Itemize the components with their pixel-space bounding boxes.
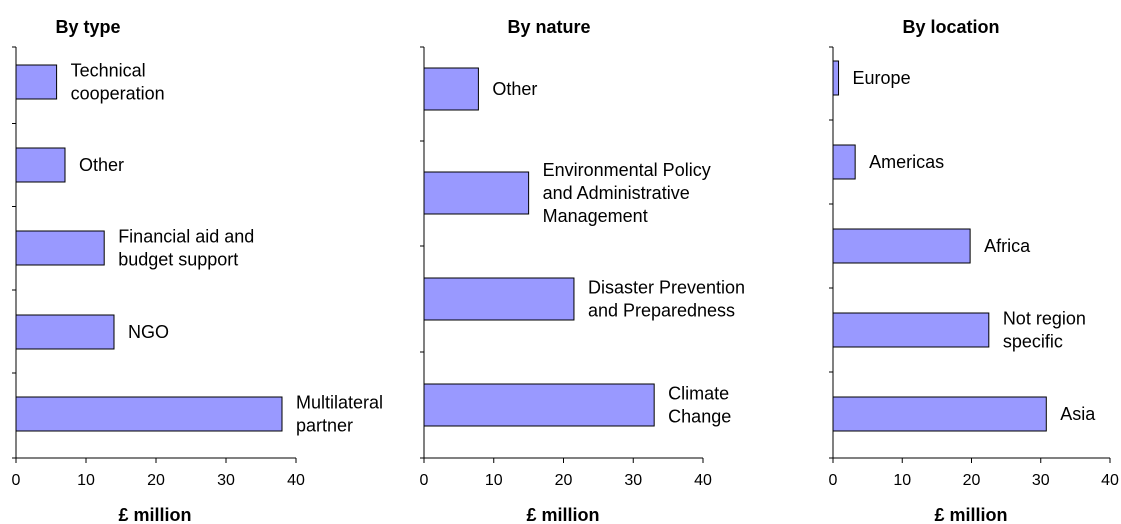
bar-label: NGO <box>128 322 169 342</box>
x-tick-label: 0 <box>12 472 21 489</box>
panel-title: By nature <box>507 17 590 37</box>
bar <box>15 147 66 183</box>
bar-label-line: and Preparedness <box>588 301 735 321</box>
bar <box>832 60 840 96</box>
x-tick-label: 30 <box>1032 472 1050 489</box>
bar <box>15 230 105 266</box>
x-axis-title: £ million <box>118 505 191 524</box>
bar-label-line: budget support <box>118 250 238 270</box>
bar-label-line: Americas <box>869 152 944 172</box>
panel-by-nature: By nature £ million 0 10 20 30 40 Other Enviro… <box>420 17 745 524</box>
bar-label: Multilateral partner <box>296 393 383 436</box>
x-axis-title: £ million <box>934 505 1007 524</box>
bar <box>832 396 1047 432</box>
bar-label: Europe <box>853 68 911 88</box>
bar-label: Environmental Policy and Administrative Ma… <box>543 160 711 226</box>
bar <box>15 314 115 350</box>
bar-label-line: Technical <box>71 61 146 81</box>
bar-label-line: Other <box>492 79 537 99</box>
bar-label-line: Africa <box>984 236 1031 256</box>
x-tick-label: 40 <box>1101 472 1119 489</box>
bar <box>423 171 530 215</box>
bar-label: Other <box>492 79 537 99</box>
panel-title: By type <box>55 17 120 37</box>
bar <box>15 396 283 432</box>
bar <box>423 383 655 427</box>
bar-label-line: partner <box>296 416 353 436</box>
bar-label: Other <box>79 155 124 175</box>
bar-label: Africa <box>984 236 1031 256</box>
x-tick-label: 20 <box>555 472 573 489</box>
bar-label: Disaster Prevention and Preparedness <box>588 278 745 321</box>
x-tick-label: 10 <box>77 472 95 489</box>
bar-label-line: specific <box>1003 332 1063 352</box>
bar-label-line: NGO <box>128 322 169 342</box>
bar <box>832 144 856 180</box>
bar-label-line: Management <box>543 206 648 226</box>
bar-label: Climate Change <box>668 384 731 427</box>
bar-label-line: Not region <box>1003 309 1086 329</box>
bar-label-line: Disaster Prevention <box>588 278 745 298</box>
bar-label-line: Environmental Policy <box>543 160 711 180</box>
x-tick-label: 40 <box>694 472 712 489</box>
bar-label-line: Change <box>668 407 731 427</box>
bar <box>423 277 575 321</box>
bar <box>832 228 971 264</box>
bar <box>15 64 58 100</box>
panel-by-type: By type £ million 0 10 20 30 40 Technical coop… <box>12 17 383 524</box>
bar-label-line: Asia <box>1060 404 1096 424</box>
bar-label: Asia <box>1060 404 1096 424</box>
bar-label-line: Climate <box>668 384 729 404</box>
bar <box>832 312 990 348</box>
x-tick-label: 0 <box>829 472 838 489</box>
x-tick-label: 20 <box>963 472 981 489</box>
bar-label: Not region specific <box>1003 309 1086 352</box>
bar-label: Financial aid and budget support <box>118 227 254 270</box>
bar-label-line: cooperation <box>71 84 165 104</box>
x-tick-label: 30 <box>624 472 642 489</box>
bar-label-line: Other <box>79 155 124 175</box>
x-tick-label: 40 <box>287 472 305 489</box>
panel-title: By location <box>902 17 999 37</box>
bar-label-line: and Administrative <box>543 183 690 203</box>
bar-label-line: Financial aid and <box>118 227 254 247</box>
bar <box>423 67 479 111</box>
x-axis-title: £ million <box>526 505 599 524</box>
bar-label-line: Multilateral <box>296 393 383 413</box>
panel-by-location: By location £ million 0 10 20 30 40 Europe Ame… <box>829 17 1119 524</box>
bar-label-line: Europe <box>853 68 911 88</box>
x-tick-label: 0 <box>420 472 429 489</box>
x-tick-label: 30 <box>217 472 235 489</box>
bar-label: Americas <box>869 152 944 172</box>
x-tick-label: 10 <box>893 472 911 489</box>
bar-label: Technical cooperation <box>71 61 165 104</box>
x-tick-label: 10 <box>485 472 503 489</box>
x-tick-label: 20 <box>147 472 165 489</box>
